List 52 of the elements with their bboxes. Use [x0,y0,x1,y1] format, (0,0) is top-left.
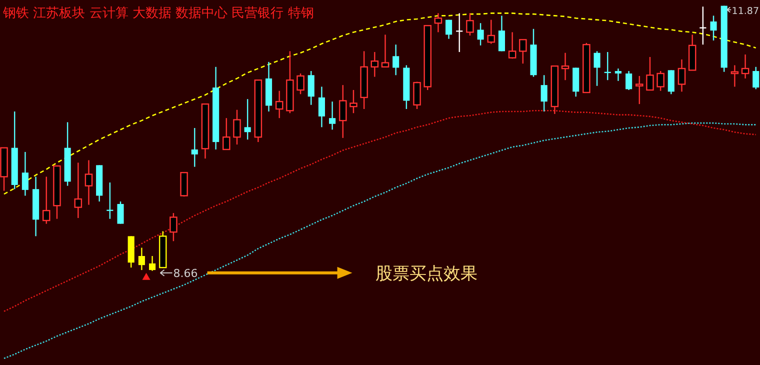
candlestick [678,58,686,92]
candlestick [370,51,379,78]
annotation: 股票买点效果 [375,264,478,284]
candlestick [138,247,145,271]
candlestick [508,32,516,60]
annotation: 11.87 [732,6,759,17]
candlestick [392,44,400,76]
candlestick [646,56,654,91]
candlestick [22,151,28,196]
annotation: 8.66 [173,266,198,280]
candlestick [413,81,421,110]
candlestick [730,64,739,88]
candlestick [656,70,664,92]
candlestick [318,86,325,128]
candlestick [668,70,674,95]
candlestick [339,84,347,139]
candlestick [477,22,484,46]
candlestick [572,67,580,98]
candlestick [519,39,527,64]
candlestick [222,117,230,150]
candlestick [445,19,452,40]
candlestick [117,200,124,224]
candlestick [308,70,314,106]
candlestick [148,255,156,272]
candlestick [710,15,717,42]
candlestick [498,15,506,52]
text: 钢铁 江苏板块 云计算 大数据 数据中心 民营银行 特钢 [2,5,314,21]
candlestick [614,68,622,82]
candlestick [329,100,336,130]
candlestick [296,72,304,95]
candlestick [275,90,284,119]
candlestick [191,127,198,168]
candlestick [741,54,750,80]
candlestick [752,66,760,90]
candlestick [626,70,632,91]
candlestick [636,75,644,105]
candlestick [42,176,50,224]
candlestick [350,89,358,114]
candlestick [233,109,241,146]
candlestick [244,98,251,140]
candlestick [561,52,570,81]
candlestick [540,74,548,112]
candlestick [381,34,390,68]
candlestick [74,162,82,219]
candlestick [466,12,474,36]
candlestick [487,19,496,44]
candlestick [170,212,178,242]
candlestick [594,50,600,86]
candlestick [456,12,463,53]
candlestick [180,172,188,198]
candlestick [434,12,442,33]
candlestick [84,160,93,206]
